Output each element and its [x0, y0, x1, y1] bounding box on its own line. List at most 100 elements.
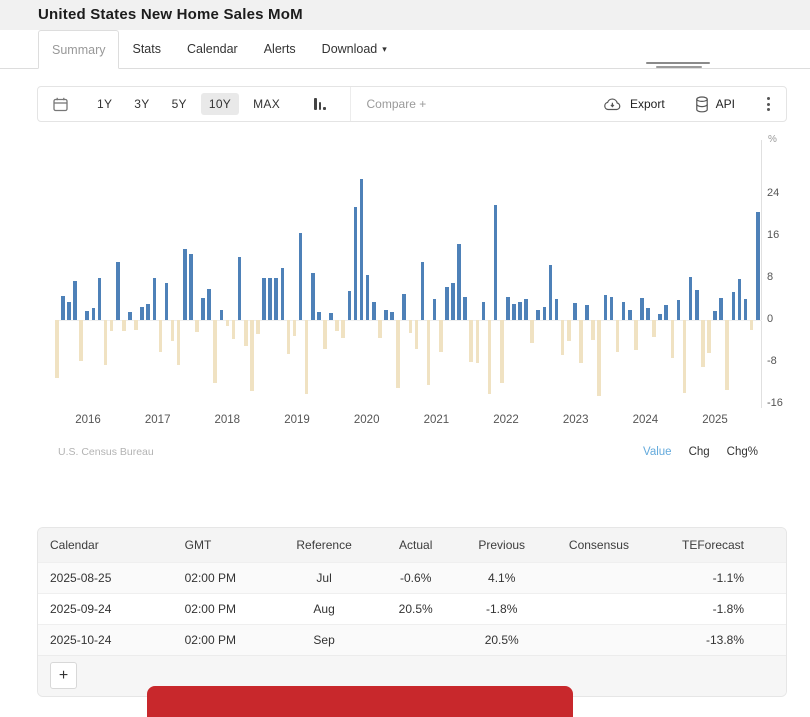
chart-bar[interactable] — [731, 291, 736, 321]
chart-bar[interactable] — [524, 299, 528, 320]
chart-bar[interactable] — [61, 296, 65, 320]
chart-bar[interactable] — [426, 320, 431, 386]
chart-bar[interactable] — [694, 289, 699, 320]
chart-bar[interactable] — [585, 305, 589, 320]
chart-bar[interactable] — [402, 293, 406, 321]
chart-plot-area[interactable] — [55, 140, 762, 408]
chart-bar[interactable] — [640, 297, 644, 320]
chart-bar[interactable] — [176, 320, 181, 365]
chart-bar[interactable] — [542, 307, 547, 320]
chart-bar[interactable] — [664, 305, 669, 320]
chart-bar[interactable] — [213, 320, 218, 383]
chart-bar[interactable] — [725, 320, 730, 391]
chart-bar[interactable] — [237, 257, 242, 320]
chart-bar[interactable] — [737, 279, 742, 320]
chart-bar[interactable] — [560, 320, 565, 355]
chart-bar[interactable] — [512, 304, 516, 321]
range-button-1y[interactable]: 1Y — [97, 97, 113, 111]
chart-bar[interactable] — [627, 309, 632, 320]
tab-stats[interactable]: Stats — [119, 30, 174, 68]
chart-bar[interactable] — [103, 320, 108, 365]
chart-bar[interactable] — [499, 320, 504, 383]
chart-bar[interactable] — [79, 320, 83, 361]
chart-bar[interactable] — [146, 304, 150, 321]
chart-bar[interactable] — [378, 320, 382, 338]
chart-bar[interactable] — [268, 278, 272, 320]
chart-bar[interactable] — [652, 320, 656, 337]
chart-bar[interactable] — [335, 320, 339, 331]
chart-bar[interactable] — [414, 320, 419, 350]
chart-bar[interactable] — [749, 320, 754, 330]
chart-bar[interactable] — [170, 320, 175, 341]
chart-bar[interactable] — [487, 320, 492, 394]
export-button[interactable]: Export — [602, 97, 665, 112]
chart-bar[interactable] — [548, 265, 553, 320]
tab-calendar[interactable]: Calendar — [174, 30, 251, 68]
chart-bar[interactable] — [493, 204, 498, 320]
range-button-3y[interactable]: 3Y — [134, 97, 150, 111]
range-button-max[interactable]: MAX — [253, 97, 281, 111]
chart-bar[interactable] — [55, 320, 59, 378]
chart-bar[interactable] — [371, 302, 376, 320]
chart-bar[interactable] — [182, 249, 187, 320]
chart-bar[interactable] — [755, 212, 760, 320]
tab-summary[interactable]: Summary — [38, 30, 120, 69]
chart-bar[interactable] — [195, 320, 199, 332]
chart-bar[interactable] — [323, 320, 327, 349]
chart-bar[interactable] — [615, 320, 620, 352]
chart-bar[interactable] — [432, 299, 437, 320]
legend-item-chg[interactable]: Chg — [688, 446, 710, 458]
chart-bar[interactable] — [256, 320, 260, 334]
chart-bar[interactable] — [286, 320, 291, 355]
chart-bar[interactable] — [408, 320, 413, 333]
chart-bar[interactable] — [91, 308, 96, 320]
chart-bar[interactable] — [603, 294, 608, 320]
chart-bar[interactable] — [481, 302, 486, 320]
api-button[interactable]: API — [695, 95, 735, 113]
chart-bar[interactable] — [207, 288, 211, 320]
chart-bar[interactable] — [670, 320, 675, 358]
chart-bar[interactable] — [688, 276, 693, 320]
chart-bar[interactable] — [353, 207, 358, 320]
chart-bar[interactable] — [566, 320, 571, 341]
range-button-5y[interactable]: 5Y — [171, 97, 187, 111]
chart-bar[interactable] — [274, 278, 278, 320]
chart-bar[interactable] — [365, 275, 370, 320]
chart-bar[interactable] — [609, 296, 614, 320]
chart-bar[interactable] — [554, 299, 559, 320]
chart-bar[interactable] — [189, 254, 193, 320]
chart-bar[interactable] — [457, 243, 461, 320]
add-alert-button[interactable]: + — [50, 662, 77, 689]
chart-bar[interactable] — [164, 283, 169, 321]
chart-bar[interactable] — [621, 302, 626, 320]
chart-bar[interactable] — [682, 320, 687, 393]
chart-bar[interactable] — [701, 320, 705, 368]
chart-bar[interactable] — [262, 278, 266, 320]
chart-bar[interactable] — [390, 311, 394, 320]
chart-type-button[interactable] — [314, 98, 326, 110]
chart-bar[interactable] — [646, 307, 650, 320]
chart-bar[interactable] — [445, 286, 449, 320]
chart-bar[interactable] — [122, 320, 126, 331]
chart-bar[interactable] — [384, 309, 388, 320]
chart-bar[interactable] — [719, 297, 723, 320]
chart-bar[interactable] — [250, 320, 254, 391]
table-row[interactable]: 2025-10-24 02:00 PM Sep 20.5% -13.8% — [38, 623, 786, 655]
chart-bar[interactable] — [109, 320, 114, 331]
chart-bar[interactable] — [469, 320, 474, 362]
chart-bar[interactable] — [329, 313, 333, 320]
chart-bar[interactable] — [341, 320, 346, 338]
notification-banner[interactable] — [147, 686, 573, 717]
chart-bar[interactable] — [292, 320, 297, 336]
chart-bar[interactable] — [243, 320, 248, 347]
chart-bar[interactable] — [317, 312, 321, 320]
chart-bar[interactable] — [97, 278, 102, 320]
chart-bar[interactable] — [85, 311, 90, 320]
chart-bar[interactable] — [676, 300, 681, 320]
chart-bar[interactable] — [597, 320, 602, 396]
chart-bar[interactable] — [463, 296, 467, 320]
chart-bar[interactable] — [420, 262, 425, 321]
legend-item-value[interactable]: Value — [643, 446, 672, 458]
chart-bar[interactable] — [280, 267, 285, 320]
chart-bar[interactable] — [304, 320, 309, 394]
